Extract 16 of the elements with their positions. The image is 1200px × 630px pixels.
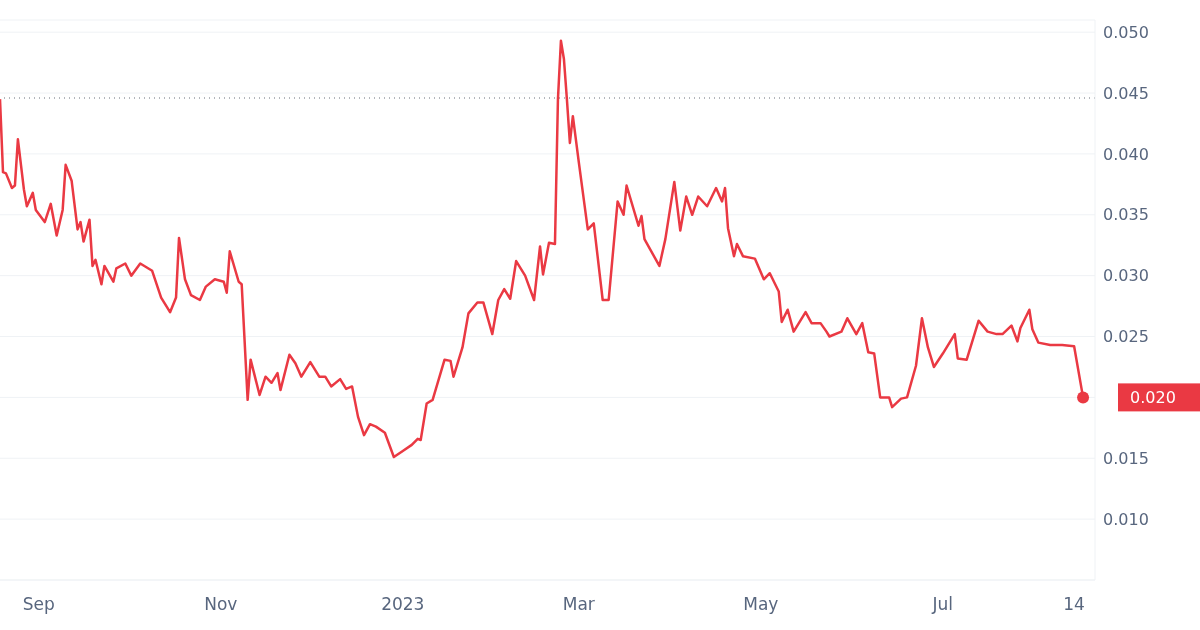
x-tick-label: May (743, 594, 779, 615)
x-tick-label: Jul (931, 594, 954, 615)
y-tick-label: 0.025 (1103, 327, 1149, 347)
y-tick-label: 0.050 (1103, 22, 1149, 42)
y-tick-label: 0.010 (1103, 509, 1149, 529)
annotation: 0.020 (1130, 388, 1176, 408)
x-tick-label: 2023 (381, 594, 425, 615)
y-tick-label: 0.040 (1103, 144, 1149, 164)
x-tick-label: Nov (204, 594, 238, 615)
x-tick-label: 14 (1063, 594, 1085, 615)
x-tick-label: Sep (22, 594, 55, 615)
y-tick-label: 0.035 (1103, 205, 1149, 225)
y-tick-label: 0.015 (1103, 448, 1149, 468)
x-tick-label: Mar (562, 594, 595, 615)
y-tick-label: 0.030 (1103, 266, 1149, 286)
y-tick-label: 0.045 (1103, 83, 1149, 103)
